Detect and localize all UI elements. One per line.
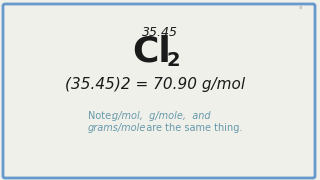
Text: grams/mole: grams/mole (88, 123, 146, 133)
Text: °: ° (298, 6, 302, 14)
Text: (35.45)2 = 70.90 g/mol: (35.45)2 = 70.90 g/mol (65, 76, 245, 91)
Text: are the same thing.: are the same thing. (140, 123, 242, 133)
Text: g/mol,  g/mole,  and: g/mol, g/mole, and (112, 111, 211, 121)
FancyBboxPatch shape (3, 4, 315, 178)
Text: Cl: Cl (132, 35, 172, 69)
Text: 35.45: 35.45 (142, 26, 178, 39)
Text: Note:: Note: (88, 111, 117, 121)
Text: 2: 2 (166, 51, 180, 69)
